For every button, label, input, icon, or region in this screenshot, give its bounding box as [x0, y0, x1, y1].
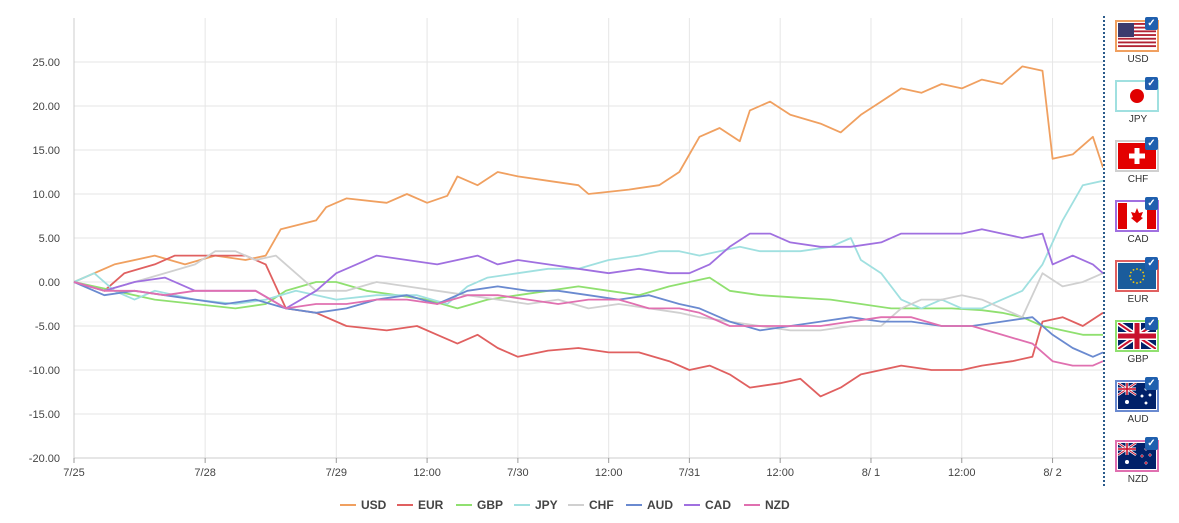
checkbox-checked-icon[interactable]: ✓ — [1145, 317, 1158, 330]
x-tick-label: 7/28 — [194, 467, 215, 479]
series-line-gbp — [73, 276, 1103, 336]
y-axis-ticks: 25.00 20.00 15.00 10.00 5.00 0.00 -5.00 -10.00 -… — [29, 57, 60, 465]
legend-label: CAD — [705, 498, 731, 512]
y-tick-label: -15.00 — [29, 409, 60, 421]
legend-label: AUD — [647, 498, 673, 512]
series-line-nzd — [73, 281, 1103, 367]
currency-toggle-chf[interactable]: ✓ CHF — [1115, 137, 1161, 198]
x-tick-label: 7/30 — [507, 467, 528, 479]
y-tick-label: 25.00 — [32, 57, 60, 69]
legend-label: EUR — [418, 498, 444, 512]
currency-label: CAD — [1127, 234, 1149, 245]
x-tick-label: 8/ 1 — [862, 467, 880, 479]
series-line-cad — [73, 228, 1103, 310]
y-tick-label: -10.00 — [29, 365, 60, 377]
currency-toggle-usd[interactable]: ✓ USD — [1115, 17, 1161, 78]
series-line-eur — [73, 254, 1103, 398]
switzerland-flag-icon — [1115, 140, 1159, 172]
series-line-chf — [73, 250, 1103, 332]
series-line-usd — [73, 65, 1103, 283]
series-line-aud — [73, 281, 1103, 358]
x-tick-label: 12:00 — [595, 467, 623, 479]
y-tick-label: 15.00 — [32, 145, 60, 157]
currency-label: GBP — [1127, 354, 1149, 365]
legend-label: JPY — [535, 498, 558, 512]
currency-sidebar: ✓ USD ✓ JPY ✓ CHF ✓ CAD ✓ EUR ✓ GBP ✓ AUD ✓ NZD — [1103, 16, 1179, 488]
x-tick-label: 7/25 — [63, 467, 84, 479]
series-line-jpy — [73, 179, 1103, 310]
currency-toggle-jpy[interactable]: ✓ JPY — [1115, 77, 1161, 138]
currency-strength-chart: 25.00 20.00 15.00 10.00 5.00 0.00 -5.00 -10.00 -… — [29, 18, 1103, 512]
legend-label: CHF — [589, 498, 614, 512]
currency-toggle-eur[interactable]: ✓ EUR — [1115, 257, 1161, 318]
y-tick-label: 0.00 — [39, 277, 60, 289]
y-tick-label: -5.00 — [35, 321, 60, 333]
series-lines — [73, 65, 1103, 398]
currency-toggle-gbp[interactable]: ✓ GBP — [1115, 317, 1161, 378]
x-tick-label: 12:00 — [413, 467, 441, 479]
sidebar-divider — [1103, 16, 1105, 486]
currency-label: NZD — [1127, 474, 1149, 485]
currency-label: JPY — [1128, 114, 1148, 125]
legend-item-chf[interactable]: CHF — [568, 498, 614, 512]
checkbox-checked-icon[interactable]: ✓ — [1145, 137, 1158, 150]
currency-toggle-nzd[interactable]: ✓ NZD — [1115, 437, 1161, 498]
checkbox-checked-icon[interactable]: ✓ — [1145, 257, 1158, 270]
legend-item-aud[interactable]: AUD — [626, 498, 673, 512]
legend-label: GBP — [477, 498, 503, 512]
legend-item-jpy[interactable]: JPY — [514, 498, 558, 512]
checkbox-checked-icon[interactable]: ✓ — [1145, 437, 1158, 450]
currency-label: CHF — [1127, 174, 1149, 185]
currency-label: USD — [1127, 54, 1149, 65]
currency-toggle-aud[interactable]: ✓ AUD — [1115, 377, 1161, 438]
legend-label: NZD — [765, 498, 790, 512]
currency-toggle-cad[interactable]: ✓ CAD — [1115, 197, 1161, 258]
y-tick-label: 5.00 — [39, 233, 60, 245]
currency-label: AUD — [1127, 414, 1149, 425]
currency-label: EUR — [1127, 294, 1149, 305]
legend-item-gbp[interactable]: GBP — [456, 498, 503, 512]
checkbox-checked-icon[interactable]: ✓ — [1145, 377, 1158, 390]
x-tick-label: 8/ 2 — [1043, 467, 1061, 479]
x-tick-label: 7/31 — [679, 467, 700, 479]
legend-item-usd[interactable]: USD — [340, 498, 387, 512]
legend-label: USD — [361, 498, 387, 512]
x-axis-ticks: 7/25 7/28 7/29 12:00 7/30 12:00 7/31 12:00 8/ 1 1… — [63, 458, 1062, 479]
grid-lines — [73, 18, 1103, 459]
legend-item-cad[interactable]: CAD — [684, 498, 731, 512]
legend-item-nzd[interactable]: NZD — [744, 498, 790, 512]
x-tick-label: 12:00 — [766, 467, 794, 479]
checkbox-checked-icon[interactable]: ✓ — [1145, 17, 1158, 30]
checkbox-checked-icon[interactable]: ✓ — [1145, 197, 1158, 210]
y-tick-label: -20.00 — [29, 453, 60, 465]
legend-item-eur[interactable]: EUR — [397, 498, 444, 512]
x-tick-label: 12:00 — [948, 467, 976, 479]
x-tick-label: 7/29 — [326, 467, 347, 479]
y-tick-label: 10.00 — [32, 189, 60, 201]
y-tick-label: 20.00 — [32, 101, 60, 113]
legend[interactable]: USD EUR GBP JPY CHF AUD CAD NZD — [340, 498, 790, 512]
checkbox-checked-icon[interactable]: ✓ — [1145, 77, 1158, 90]
